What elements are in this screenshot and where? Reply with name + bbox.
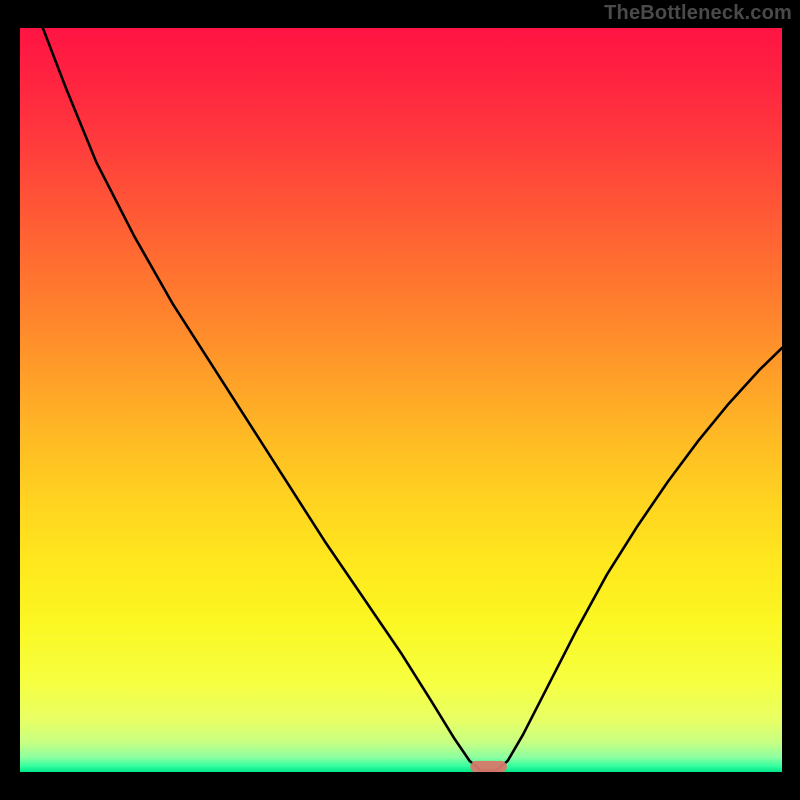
attribution-label: TheBottleneck.com: [604, 2, 792, 25]
plot-area: [20, 28, 782, 772]
bottleneck-chart-svg: [20, 28, 782, 772]
chart-frame: TheBottleneck.com: [0, 0, 800, 800]
